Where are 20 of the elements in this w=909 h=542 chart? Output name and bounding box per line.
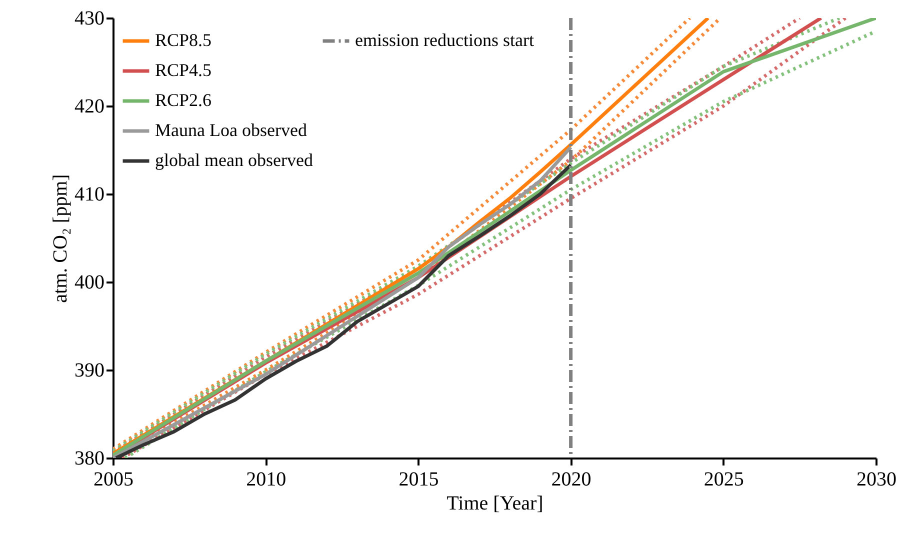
y-tick-label: 380	[74, 448, 104, 470]
y-tick-label: 410	[74, 184, 104, 206]
ref-line-label: emission reductions start	[355, 30, 534, 50]
x-tick-label: 2010	[246, 468, 286, 490]
x-tick-label: 2025	[704, 468, 744, 490]
x-axis-title: Time [Year]	[446, 492, 544, 514]
legend-label: global mean observed	[155, 150, 313, 170]
y-tick-label: 430	[74, 8, 104, 30]
legend-label: RCP8.5	[155, 30, 212, 50]
x-tick-label: 2020	[551, 468, 592, 490]
legend-label: Mauna Loa observed	[155, 120, 307, 140]
y-tick-label: 420	[74, 96, 104, 118]
x-tick-label: 2015	[398, 468, 439, 490]
x-tick-label: 2030	[856, 468, 896, 490]
legend-label: RCP2.6	[155, 90, 212, 110]
legend-label: RCP4.5	[155, 60, 212, 80]
y-tick-label: 400	[74, 272, 104, 294]
x-tick-label: 2005	[94, 468, 134, 490]
y-tick-label: 390	[74, 360, 104, 382]
y-axis-title: atm. CO₂ [ppm]	[50, 174, 72, 303]
